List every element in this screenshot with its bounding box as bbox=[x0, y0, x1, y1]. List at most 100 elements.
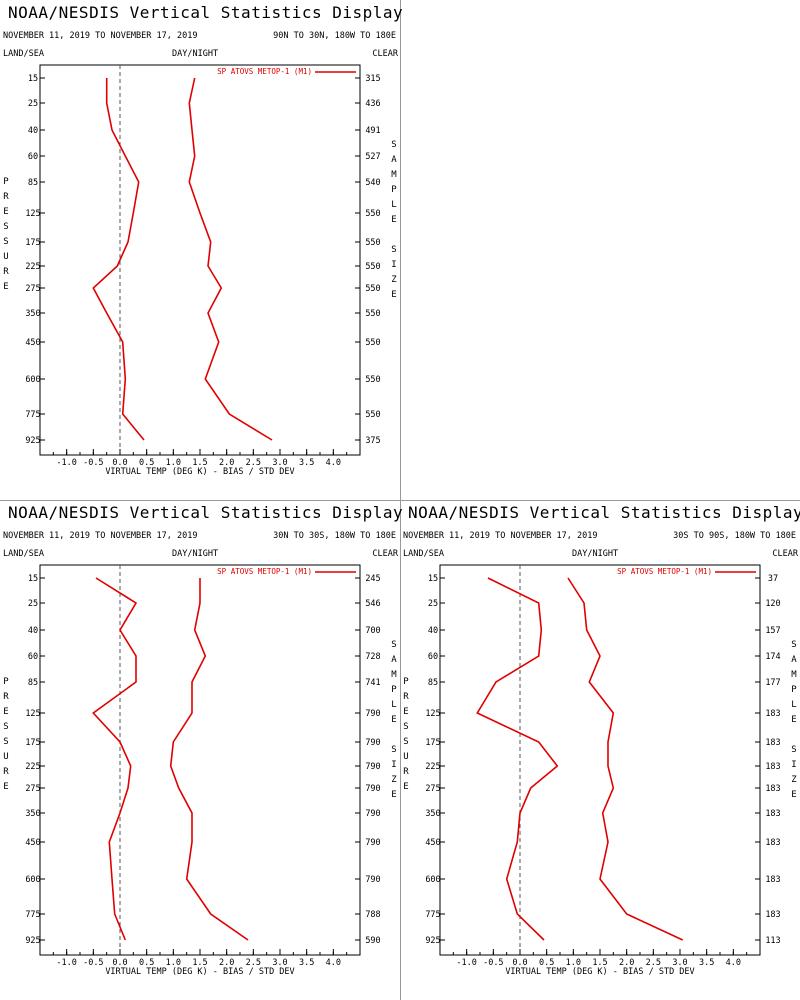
x-tick-label: 1.0 bbox=[566, 958, 581, 968]
pressure-level-label: 40 bbox=[428, 626, 438, 636]
region-label: 90N TO 30N, 180W TO 180E bbox=[273, 31, 396, 41]
pressure-level-label: 125 bbox=[25, 709, 40, 719]
sample-size-label: 550 bbox=[365, 284, 380, 294]
chart-plot: -1.0 -0.5 0.0 0.5 1.0 1.5 2.0 2.5 3.0 3.5 4.0 15 245… bbox=[25, 564, 381, 968]
x-tick-label: -1.0 bbox=[456, 958, 476, 968]
std-dev-line bbox=[567, 577, 684, 941]
x-tick-label: 1.0 bbox=[166, 958, 181, 968]
pressure-level-label: 600 bbox=[25, 875, 40, 885]
vertical-divider-bottom bbox=[400, 500, 401, 1000]
pressure-level-label: 175 bbox=[25, 238, 40, 248]
sample-size-label: 157 bbox=[765, 626, 780, 636]
sample-size-label: 788 bbox=[365, 910, 380, 920]
sample-size-label: 177 bbox=[765, 678, 780, 688]
x-tick-label: 3.5 bbox=[299, 458, 314, 468]
region-label: 30N TO 30S, 180W TO 180E bbox=[273, 531, 396, 541]
pressure-level-label: 60 bbox=[28, 652, 38, 662]
bias-line bbox=[92, 78, 145, 441]
sample-size-label: 728 bbox=[365, 652, 380, 662]
sample-size-label: 790 bbox=[365, 738, 380, 748]
pressure-level-label: 350 bbox=[425, 809, 440, 819]
chart-panel-south: NOAA/NESDIS Vertical Statistics Display … bbox=[400, 500, 800, 1000]
sample-size-label: 174 bbox=[765, 652, 780, 662]
bias-line bbox=[92, 577, 138, 941]
sample-size-label: 700 bbox=[365, 626, 380, 636]
x-tick-label: 0.0 bbox=[112, 458, 127, 468]
x-tick-label: 0.5 bbox=[539, 958, 554, 968]
pressure-level-label: 15 bbox=[28, 574, 38, 584]
pressure-level-label: 600 bbox=[425, 875, 440, 885]
sample-size-label: 790 bbox=[365, 875, 380, 885]
date-range: NOVEMBER 11, 2019 TO NOVEMBER 17, 2019 bbox=[403, 531, 598, 541]
x-tick-label: -0.5 bbox=[83, 458, 103, 468]
sample-size-label: 741 bbox=[365, 678, 380, 688]
x-tick-label: 2.0 bbox=[619, 958, 634, 968]
sample-size-label: 120 bbox=[765, 599, 780, 609]
pressure-level-label: 775 bbox=[25, 910, 40, 920]
pressure-level-label: 600 bbox=[25, 375, 40, 385]
plot-frame bbox=[39, 564, 361, 956]
x-tick-label: 0.5 bbox=[139, 958, 154, 968]
sample-size-label: 183 bbox=[765, 910, 780, 920]
pressure-level-label: 175 bbox=[425, 738, 440, 748]
chart-panel-tropics: NOAA/NESDIS Vertical Statistics Display … bbox=[0, 500, 404, 1000]
pressure-level-label: 15 bbox=[28, 74, 38, 84]
x-tick-label: -0.5 bbox=[83, 958, 103, 968]
pressure-level-label: 775 bbox=[425, 910, 440, 920]
pressure-level-label: 275 bbox=[425, 784, 440, 794]
chart-title: NOAA/NESDIS Vertical Statistics Display bbox=[408, 503, 800, 522]
x-tick-label: 3.0 bbox=[272, 458, 287, 468]
x-tick-label: 3.5 bbox=[299, 958, 314, 968]
pressure-level-label: 85 bbox=[28, 178, 38, 188]
chart-panel-north: NOAA/NESDIS Vertical Statistics Display … bbox=[0, 0, 403, 500]
sample-size-label: 550 bbox=[365, 309, 380, 319]
sample-size-label: 183 bbox=[765, 784, 780, 794]
land-sea-label: LAND/SEA bbox=[3, 49, 44, 59]
pressure-level-label: 125 bbox=[425, 709, 440, 719]
chart-plot: -1.0 -0.5 0.0 0.5 1.0 1.5 2.0 2.5 3.0 3.5 4.0 15 315… bbox=[25, 64, 381, 468]
sample-size-label: 491 bbox=[365, 126, 380, 136]
pressure-level-label: 450 bbox=[25, 838, 40, 848]
x-tick-label: -0.5 bbox=[483, 958, 503, 968]
pressure-level-label: 925 bbox=[25, 436, 40, 446]
sample-size-label: 245 bbox=[365, 574, 380, 584]
sample-size-label: 790 bbox=[365, 784, 380, 794]
sample-size-label: 183 bbox=[765, 738, 780, 748]
pressure-level-label: 275 bbox=[25, 784, 40, 794]
x-tick-label: 3.0 bbox=[272, 958, 287, 968]
sample-size-label: 183 bbox=[765, 875, 780, 885]
pressure-level-label: 225 bbox=[425, 762, 440, 772]
x-tick-label: 1.0 bbox=[166, 458, 181, 468]
x-tick-label: 2.5 bbox=[646, 958, 661, 968]
pressure-level-label: 275 bbox=[25, 284, 40, 294]
pressure-level-label: 925 bbox=[25, 936, 40, 946]
x-axis-label: VIRTUAL TEMP (DEG K) - BIAS / STD DEV bbox=[505, 967, 695, 977]
pressure-level-label: 125 bbox=[25, 209, 40, 219]
x-axis-label: VIRTUAL TEMP (DEG K) - BIAS / STD DEV bbox=[105, 967, 295, 977]
sample-size-label: 550 bbox=[365, 410, 380, 420]
legend-label: SP ATOVS METOP-1 (M1) bbox=[217, 567, 312, 576]
sample-size-label: 183 bbox=[765, 709, 780, 719]
pressure-level-label: 450 bbox=[25, 338, 40, 348]
day-night-label: DAY/NIGHT bbox=[172, 549, 219, 559]
chart-title: NOAA/NESDIS Vertical Statistics Display bbox=[8, 503, 404, 522]
sample-size-label: 550 bbox=[365, 338, 380, 348]
pressure-level-label: 450 bbox=[425, 838, 440, 848]
x-tick-label: 2.0 bbox=[219, 958, 234, 968]
pressure-level-label: 15 bbox=[428, 574, 438, 584]
x-tick-label: -1.0 bbox=[56, 958, 76, 968]
sample-size-label: 546 bbox=[365, 599, 380, 609]
clear-label: CLEAR bbox=[372, 549, 398, 559]
pressure-level-label: 25 bbox=[28, 599, 38, 609]
pressure-level-label: 350 bbox=[25, 309, 40, 319]
std-dev-line bbox=[169, 578, 249, 941]
legend-label: SP ATOVS METOP-1 (M1) bbox=[217, 67, 312, 76]
sample-size-label: 790 bbox=[365, 709, 380, 719]
clear-label: CLEAR bbox=[372, 49, 398, 59]
pressure-level-label: 175 bbox=[25, 738, 40, 748]
plot-frame bbox=[439, 564, 761, 956]
sample-size-label: 183 bbox=[765, 762, 780, 772]
